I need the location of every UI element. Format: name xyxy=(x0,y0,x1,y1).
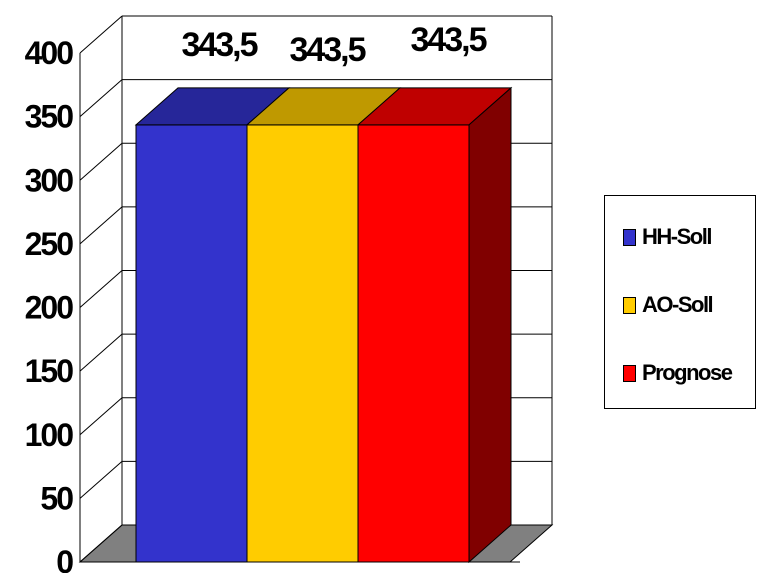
y-tick-label: 350 xyxy=(25,99,74,135)
y-tick-label: 150 xyxy=(25,353,74,389)
side-wall-line xyxy=(79,15,123,54)
y-tick-label: 300 xyxy=(25,162,74,198)
y-tick-label: 100 xyxy=(25,417,74,453)
legend-swatch xyxy=(623,228,636,246)
legend-label: HH-Soll xyxy=(642,224,712,249)
bar-side xyxy=(468,86,512,564)
legend-item: Prognose xyxy=(623,360,733,386)
legend-item: AO-Soll xyxy=(623,292,714,318)
y-tick-label: 0 xyxy=(56,544,73,573)
bar-front xyxy=(246,124,359,563)
y-axis-ticks: 0 50 100 150 200 250 300 350 400 xyxy=(25,35,76,573)
y-tick-label: 50 xyxy=(40,480,73,516)
side-wall-line xyxy=(79,142,123,181)
side-wall-line xyxy=(79,524,123,563)
legend-swatch xyxy=(623,364,636,382)
side-wall-line xyxy=(79,270,123,308)
y-tick-label: 400 xyxy=(25,35,74,71)
bar-front xyxy=(135,124,248,563)
side-wall-line xyxy=(79,79,123,118)
y-tick-label: 200 xyxy=(25,290,74,326)
data-label: 343,5 xyxy=(181,26,257,64)
data-labels: 343,5 343,5 343,5 xyxy=(181,21,488,69)
bar-front xyxy=(357,124,470,563)
side-wall-line xyxy=(79,333,123,372)
legend-item: HH-Soll xyxy=(623,224,712,250)
legend-swatch xyxy=(623,296,636,314)
side-wall-line xyxy=(79,397,123,436)
legend-label: Prognose xyxy=(642,360,733,385)
chart-bars xyxy=(134,86,513,564)
legend-label: AO-Soll xyxy=(642,292,714,317)
data-label: 343,5 xyxy=(410,21,486,59)
data-label: 343,5 xyxy=(289,31,365,69)
side-wall-line xyxy=(79,460,123,499)
side-wall-line xyxy=(79,206,123,245)
legend: HH-Soll AO-Soll Prognose xyxy=(604,195,756,409)
y-tick-label: 250 xyxy=(25,226,74,262)
